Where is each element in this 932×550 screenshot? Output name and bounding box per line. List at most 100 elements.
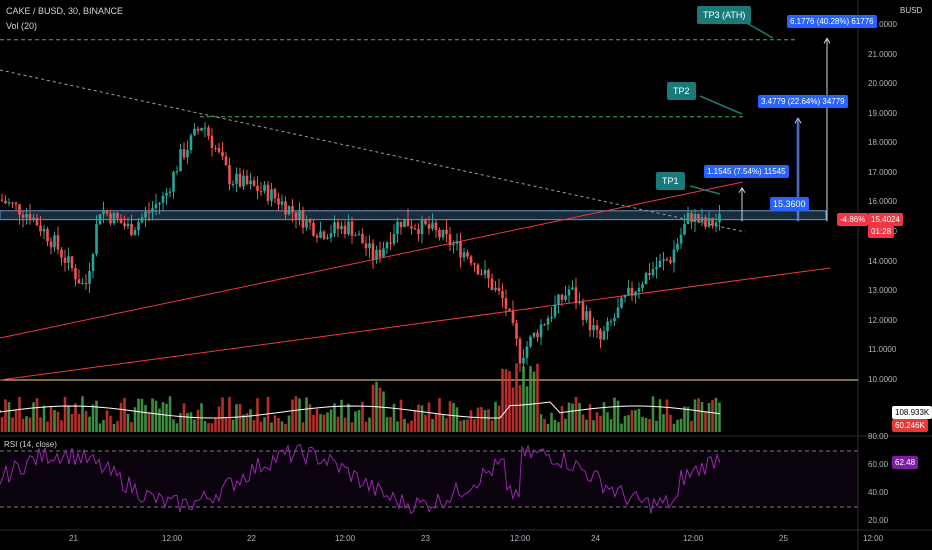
candle-body [368, 243, 371, 249]
tp1-label[interactable]: TP1 [656, 172, 685, 190]
rsi-indicator-label[interactable]: RSI (14, close) [4, 440, 57, 449]
candle-body [231, 183, 235, 185]
candle-body [455, 241, 459, 244]
volume-bar [707, 402, 711, 432]
candle-body [424, 218, 427, 225]
candle-body [98, 214, 102, 225]
candle-body [333, 222, 336, 234]
candle-body [305, 219, 308, 228]
tp2-label[interactable]: TP2 [667, 82, 696, 100]
candle-body [497, 287, 501, 292]
volume-bar [669, 414, 672, 432]
candle-body [634, 291, 637, 296]
candle-body [193, 128, 196, 136]
volume-bar [679, 418, 683, 432]
price-tick-label: 14.0000 [868, 256, 897, 266]
time-tick-label: 25 [779, 534, 788, 543]
candle-body [392, 234, 396, 244]
candle-body [466, 252, 469, 257]
volume-bar [574, 396, 578, 432]
volume-bar [245, 413, 249, 432]
volume-bar [56, 411, 60, 432]
volume-bar [620, 423, 623, 432]
candle-body [522, 357, 525, 364]
volume-bar [662, 414, 665, 432]
candle-body [263, 184, 266, 192]
tp3-measure-label[interactable]: 6.1776 (40.28%) 61776 [787, 15, 877, 28]
candle-body [32, 217, 35, 221]
candle-body [259, 191, 263, 193]
price-tick-label: 22.0000 [868, 20, 897, 29]
volume-bar [406, 423, 410, 432]
volume-bar [665, 399, 669, 432]
candle-body [683, 223, 686, 235]
volume-bar [550, 412, 553, 432]
candle-body [350, 221, 354, 236]
volume-bar [287, 415, 291, 432]
candle-body [203, 127, 207, 129]
tp3-label[interactable]: TP3 (ATH) [697, 6, 752, 24]
candle-body [518, 338, 522, 364]
candle-body [165, 192, 168, 196]
volume-bar [60, 420, 63, 432]
volume-bar [581, 414, 585, 432]
candle-body [42, 229, 46, 232]
volume-bar [564, 418, 567, 432]
candle-body [175, 171, 179, 173]
candle-body [546, 318, 550, 325]
volume-bar [382, 391, 385, 432]
volume-bar [602, 402, 606, 432]
volume-indicator-label[interactable]: Vol (20) [6, 21, 38, 31]
volume-ma-badge: 108.933K [892, 406, 932, 419]
candle-body [53, 235, 56, 248]
candle-body [690, 212, 693, 222]
volume-bar [606, 412, 609, 432]
candle-body [273, 189, 277, 199]
candle-body [490, 278, 494, 290]
volume-bar [84, 410, 88, 432]
entry-price-label[interactable]: 15.3600 [770, 197, 809, 211]
volume-bar [105, 410, 109, 432]
rsi-tick-label: 60.00 [868, 460, 889, 469]
volume-bar [403, 418, 406, 432]
candle-body [189, 135, 193, 151]
candle-body [46, 229, 49, 242]
price-tick-label: 10.0000 [868, 374, 897, 384]
volume-bar [102, 419, 105, 432]
volume-bar [326, 412, 329, 432]
candle-body [168, 191, 172, 193]
volume-bar [588, 404, 592, 432]
volume-bar [378, 387, 382, 432]
tp2-measure-label[interactable]: 3.4779 (22.64%) 34779 [758, 95, 848, 108]
volume-bar [508, 371, 511, 432]
candle-body [676, 243, 679, 250]
tp1-measure-label[interactable]: 1.1545 (7.54%) 11545 [704, 165, 789, 178]
volume-bar [497, 405, 501, 432]
volume-bar [186, 412, 189, 432]
volume-bar [147, 412, 151, 432]
candle-body [529, 336, 532, 347]
volume-bar [88, 416, 91, 432]
candle-body [606, 321, 609, 332]
candle-body [448, 234, 452, 246]
time-tick-label: 24 [591, 534, 600, 543]
candle-body [553, 304, 557, 317]
candle-body [319, 231, 322, 238]
candle-body [623, 294, 627, 298]
volume-bar [252, 420, 256, 432]
candle-body [571, 287, 574, 290]
candle-body [536, 332, 539, 338]
time-tick-label: 21 [69, 534, 78, 543]
volume-bar [49, 405, 53, 432]
rsi-line [0, 443, 721, 515]
volume-bar [91, 404, 95, 432]
candle-body [238, 173, 242, 187]
candle-body [704, 217, 707, 227]
volume-bar [53, 410, 56, 432]
candle-body [427, 224, 431, 229]
price-tick-label: 12.0000 [868, 315, 897, 325]
volume-bar [123, 397, 126, 432]
candle-body [679, 234, 683, 244]
candle-body [651, 269, 655, 276]
